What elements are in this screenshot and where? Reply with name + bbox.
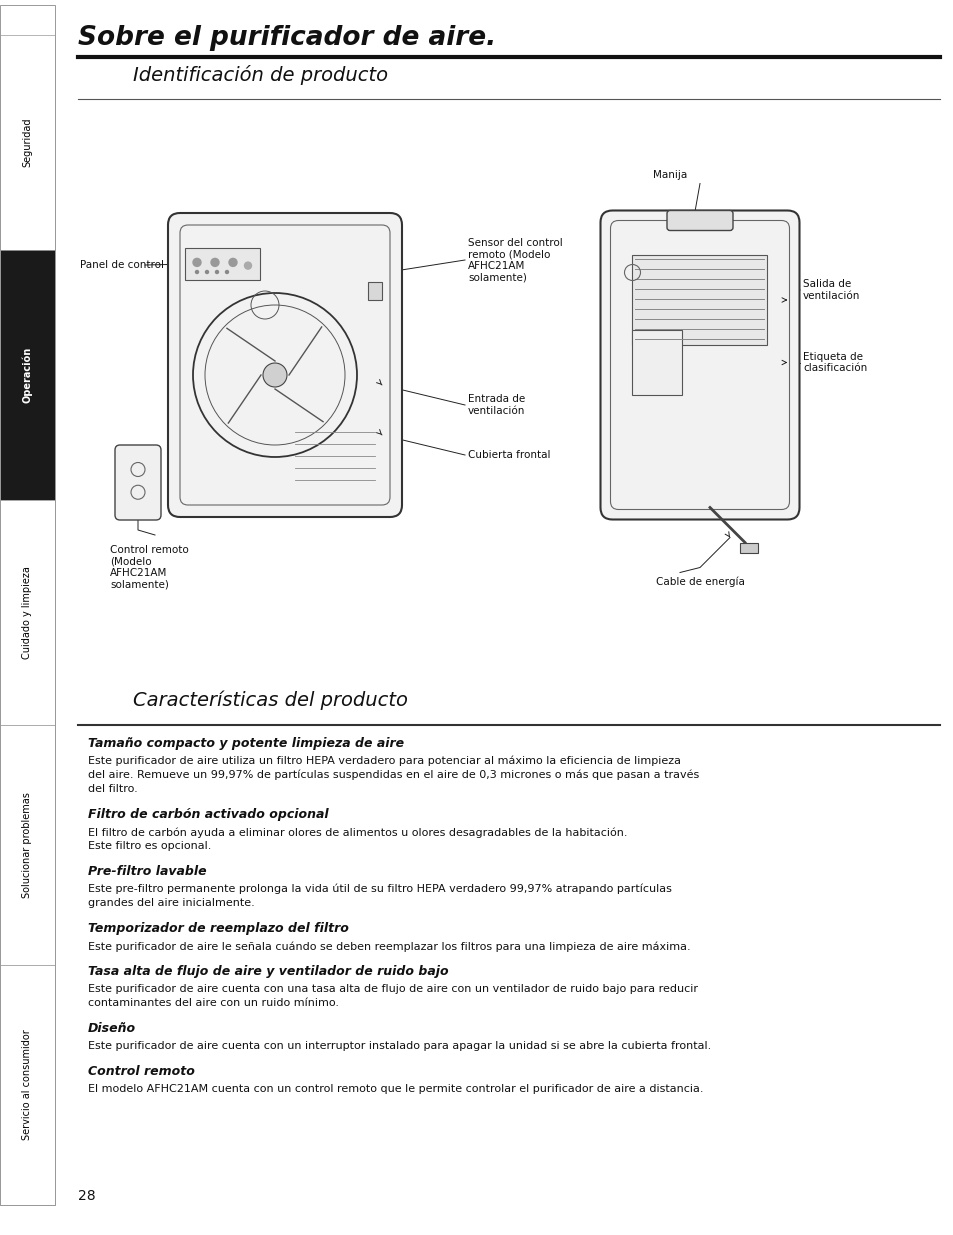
Text: Temporizador de reemplazo del filtro: Temporizador de reemplazo del filtro	[88, 923, 349, 935]
FancyBboxPatch shape	[115, 445, 161, 520]
Text: Este purificador de aire le señala cuándo se deben reemplazar los filtros para u: Este purificador de aire le señala cuánd…	[88, 941, 690, 951]
Text: Control remoto
(Modelo
AFHC21AM
solamente): Control remoto (Modelo AFHC21AM solament…	[110, 545, 189, 590]
Text: El modelo AFHC21AM cuenta con un control remoto que le permite controlar el puri: El modelo AFHC21AM cuenta con un control…	[88, 1084, 702, 1094]
FancyBboxPatch shape	[666, 210, 732, 231]
Text: Filtro de carbón activado opcional: Filtro de carbón activado opcional	[88, 808, 328, 821]
Bar	[368, 282, 381, 300]
Text: Cubierta frontal: Cubierta frontal	[468, 450, 550, 459]
Text: Cuidado y limpieza: Cuidado y limpieza	[23, 566, 32, 659]
Text: Este purificador de aire cuenta con una tasa alta de flujo de aire con un ventil: Este purificador de aire cuenta con una …	[88, 984, 698, 994]
Text: Características del producto: Características del producto	[132, 690, 408, 709]
Text: Servicio al consumidor: Servicio al consumidor	[23, 1030, 32, 1140]
Text: Este purificador de aire utiliza un filtro HEPA verdadero para potenciar al máxi: Este purificador de aire utiliza un filt…	[88, 756, 680, 767]
Text: Este purificador de aire cuenta con un interruptor instalado para apagar la unid: Este purificador de aire cuenta con un i…	[88, 1041, 711, 1051]
Text: Seguridad: Seguridad	[23, 117, 32, 167]
Text: Sobre el purificador de aire.: Sobre el purificador de aire.	[78, 25, 496, 51]
Bar	[0, 725, 55, 965]
FancyBboxPatch shape	[599, 210, 799, 520]
Circle shape	[244, 262, 252, 269]
Text: Etiqueta de
clasificación: Etiqueta de clasificación	[802, 352, 866, 373]
Bar	[0, 5, 55, 1205]
Circle shape	[205, 270, 209, 273]
Text: Sensor del control
remoto (Modelo
AFHC21AM
solamente): Sensor del control remoto (Modelo AFHC21…	[468, 237, 562, 283]
Text: Pre-filtro lavable: Pre-filtro lavable	[88, 864, 207, 878]
Bar	[185, 248, 260, 280]
Circle shape	[193, 258, 201, 267]
Text: El filtro de carbón ayuda a eliminar olores de alimentos u olores desagradables : El filtro de carbón ayuda a eliminar olo…	[88, 827, 627, 837]
Circle shape	[229, 258, 236, 267]
Text: Cable de energía: Cable de energía	[655, 577, 743, 587]
Circle shape	[215, 270, 218, 273]
Circle shape	[195, 270, 198, 273]
Bar	[740, 542, 758, 552]
Bar	[0, 35, 55, 249]
Bar	[0, 965, 55, 1205]
Text: Entrada de
ventilación: Entrada de ventilación	[468, 394, 525, 416]
Circle shape	[211, 258, 219, 267]
Text: Diseño: Diseño	[88, 1023, 136, 1035]
Bar	[632, 254, 767, 345]
Text: Identificación de producto: Identificación de producto	[132, 65, 388, 85]
Text: Este pre-filtro permanente prolonga la vida útil de su filtro HEPA verdadero 99,: Este pre-filtro permanente prolonga la v…	[88, 884, 671, 894]
Text: Manija: Manija	[652, 170, 686, 180]
Text: Panel de control: Panel de control	[80, 261, 164, 270]
Bar	[632, 330, 681, 395]
Bar	[0, 500, 55, 725]
Text: Salida de
ventilación: Salida de ventilación	[802, 279, 860, 301]
Text: Tamaño compacto y potente limpieza de aire: Tamaño compacto y potente limpieza de ai…	[88, 737, 404, 750]
Text: 28: 28	[78, 1189, 95, 1203]
Text: del aire. Remueve un 99,97% de partículas suspendidas en el aire de 0,3 micrones: del aire. Remueve un 99,97% de partícula…	[88, 769, 699, 781]
Text: Solucionar problemas: Solucionar problemas	[23, 792, 32, 898]
FancyBboxPatch shape	[168, 212, 401, 517]
Circle shape	[263, 363, 287, 387]
Text: grandes del aire inicialmente.: grandes del aire inicialmente.	[88, 898, 254, 908]
Bar	[0, 249, 55, 500]
Text: del filtro.: del filtro.	[88, 784, 137, 794]
Text: Operación: Operación	[22, 347, 32, 403]
Text: contaminantes del aire con un ruido mínimo.: contaminantes del aire con un ruido míni…	[88, 998, 338, 1008]
Text: Tasa alta de flujo de aire y ventilador de ruido bajo: Tasa alta de flujo de aire y ventilador …	[88, 965, 448, 978]
Text: Control remoto: Control remoto	[88, 1065, 194, 1078]
Circle shape	[225, 270, 229, 273]
Text: Este filtro es opcional.: Este filtro es opcional.	[88, 841, 212, 851]
